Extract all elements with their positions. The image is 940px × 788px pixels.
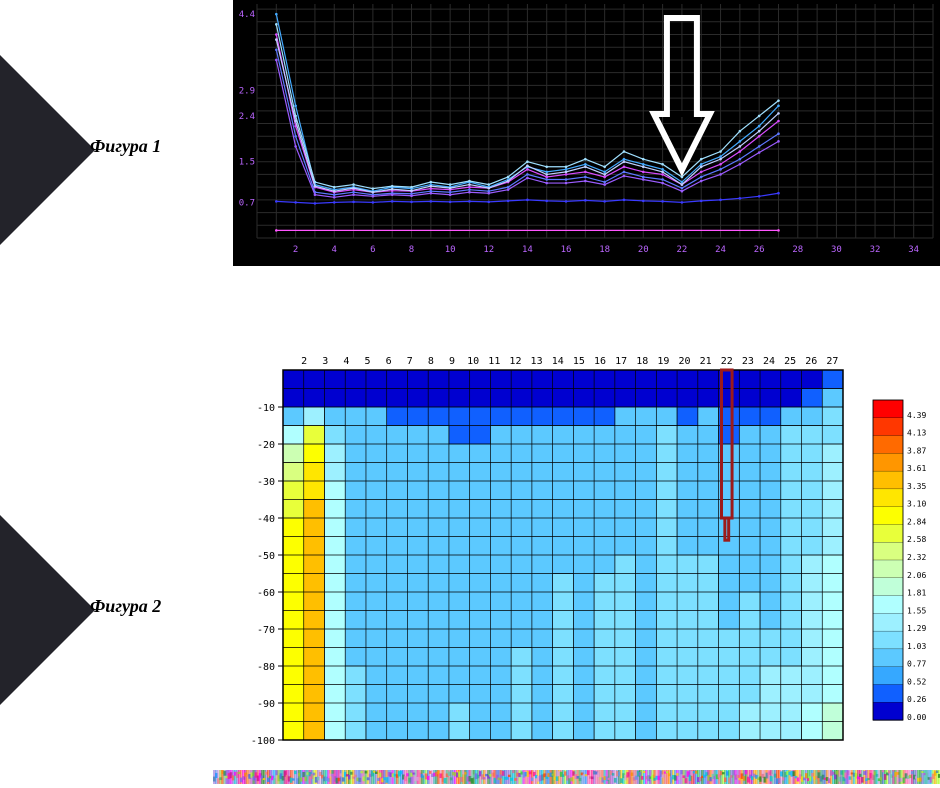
svg-text:30: 30 [831,245,842,255]
svg-text:0.7: 0.7 [239,198,255,208]
svg-text:-30: -30 [257,477,275,488]
svg-text:2.58: 2.58 [907,535,926,544]
svg-text:2.9: 2.9 [239,86,255,96]
svg-text:2: 2 [301,356,307,367]
bottom-noise-bar [213,770,940,784]
chevron-fig1 [0,51,95,249]
svg-text:6: 6 [386,356,392,367]
svg-text:1.29: 1.29 [907,624,926,633]
svg-text:16: 16 [594,356,606,367]
svg-text:10: 10 [445,245,456,255]
svg-text:-10: -10 [257,403,275,414]
svg-text:8: 8 [428,356,434,367]
svg-text:0.77: 0.77 [907,660,926,669]
svg-text:12: 12 [483,245,494,255]
svg-text:16: 16 [561,245,572,255]
svg-text:14: 14 [552,356,564,367]
svg-text:1.81: 1.81 [907,589,926,598]
svg-text:9: 9 [449,356,455,367]
svg-text:-50: -50 [257,551,275,562]
svg-text:3.10: 3.10 [907,500,926,509]
svg-text:3.61: 3.61 [907,464,926,473]
chart2-contour-plot: 2345678910111213141516171819202122232425… [233,350,940,760]
svg-text:22: 22 [721,356,733,367]
svg-text:2: 2 [293,245,298,255]
svg-text:15: 15 [573,356,585,367]
svg-text:2.32: 2.32 [907,553,926,562]
svg-text:20: 20 [638,245,649,255]
svg-text:5: 5 [365,356,371,367]
svg-text:0.52: 0.52 [907,677,926,686]
svg-text:26: 26 [805,356,817,367]
svg-text:4.39: 4.39 [907,411,926,420]
svg-text:28: 28 [792,245,803,255]
svg-text:3.87: 3.87 [907,446,926,455]
svg-text:2.06: 2.06 [907,571,926,580]
svg-text:-100: -100 [251,736,275,747]
svg-text:-40: -40 [257,514,275,525]
svg-text:-20: -20 [257,440,275,451]
svg-text:-60: -60 [257,588,275,599]
svg-text:4.4: 4.4 [239,10,255,20]
fig2-label: Фигура 2 [90,596,161,617]
svg-text:11: 11 [488,356,500,367]
svg-text:8: 8 [409,245,414,255]
svg-text:0.26: 0.26 [907,695,926,704]
svg-text:2.4: 2.4 [239,112,255,122]
svg-text:17: 17 [615,356,627,367]
svg-text:21: 21 [700,356,712,367]
svg-text:3: 3 [322,356,328,367]
svg-text:1.55: 1.55 [907,606,926,615]
svg-text:7: 7 [407,356,413,367]
svg-text:32: 32 [870,245,881,255]
chart1-line-plot: 2468101214161820222426283032340.71.52.42… [233,0,940,266]
fig1-label: Фигура 1 [90,136,161,157]
svg-text:14: 14 [522,245,533,255]
svg-text:22: 22 [676,245,687,255]
svg-text:6: 6 [370,245,375,255]
svg-text:25: 25 [784,356,796,367]
chevron-fig2 [0,511,95,709]
svg-text:34: 34 [908,245,919,255]
svg-text:2.84: 2.84 [907,517,926,526]
svg-text:-90: -90 [257,699,275,710]
svg-text:4: 4 [332,245,337,255]
svg-text:-80: -80 [257,662,275,673]
svg-text:10: 10 [467,356,479,367]
svg-text:1.5: 1.5 [239,158,255,168]
svg-text:-70: -70 [257,625,275,636]
svg-text:24: 24 [763,356,775,367]
svg-text:0.00: 0.00 [907,713,926,722]
svg-text:4: 4 [343,356,349,367]
svg-text:18: 18 [636,356,648,367]
svg-text:20: 20 [678,356,690,367]
svg-text:4.13: 4.13 [907,429,926,438]
svg-text:19: 19 [657,356,669,367]
svg-text:12: 12 [509,356,521,367]
svg-text:18: 18 [599,245,610,255]
svg-text:3.35: 3.35 [907,482,926,491]
svg-text:26: 26 [754,245,765,255]
svg-text:24: 24 [715,245,726,255]
svg-text:27: 27 [826,356,838,367]
svg-text:13: 13 [531,356,543,367]
svg-text:1.03: 1.03 [907,642,926,651]
svg-text:23: 23 [742,356,754,367]
